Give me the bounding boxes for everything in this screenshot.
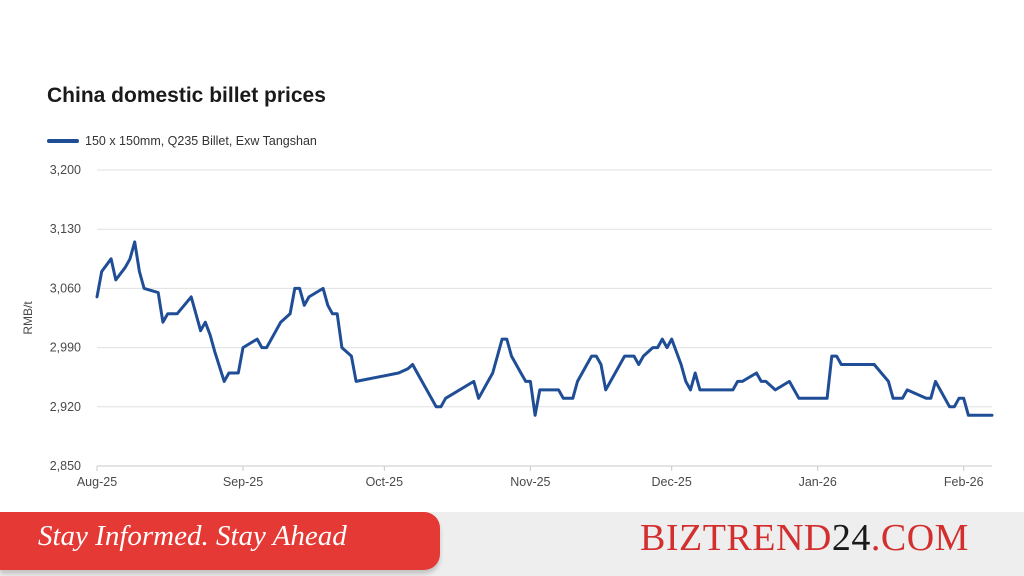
y-tick-label: 2,990	[50, 341, 81, 355]
y-tick-label: 3,060	[50, 281, 81, 295]
chart-legend: 150 x 150mm, Q235 Billet, Exw Tangshan	[47, 133, 317, 149]
series-layer	[95, 240, 994, 417]
y-tick-label: 2,850	[50, 459, 81, 473]
axes	[96, 465, 992, 471]
x-tick-label: Jan-26	[799, 475, 837, 489]
chart-title: China domestic billet prices	[47, 84, 326, 107]
x-tick-labels: Aug-25 Sep-25 Oct-25 Nov-25 Dec-25 Jan-26 Feb-…	[77, 475, 984, 489]
y-tick-label: 3,130	[50, 222, 81, 236]
tagline-text: Stay Informed. Stay Ahead	[38, 520, 347, 552]
x-tick-label: Aug-25	[77, 475, 117, 489]
x-tick-label: Oct-25	[366, 475, 404, 489]
x-tick-label: Feb-26	[944, 475, 984, 489]
y-axis-title: RMB/t	[21, 301, 35, 335]
brand-logo-part2: 24	[831, 517, 871, 559]
series-line	[95, 240, 994, 417]
brand-logo-part1: BIZTREND	[640, 517, 832, 559]
brand-logo: BIZTREND24.COM	[640, 516, 969, 560]
x-tick-label: Sep-25	[223, 475, 263, 489]
legend-label: 150 x 150mm, Q235 Billet, Exw Tangshan	[85, 134, 317, 148]
legend-swatch	[47, 139, 79, 143]
gridlines	[97, 169, 992, 408]
chart-plot: 3,200 3,130 3,060 2,990 2,920 2,850 Aug-25 Sep…	[21, 163, 994, 489]
y-tick-label: 2,920	[50, 400, 81, 414]
x-tick-label: Dec-25	[652, 475, 692, 489]
tagline-banner	[0, 512, 440, 570]
y-tick-label: 3,200	[50, 163, 81, 177]
x-tick-label: Nov-25	[510, 475, 550, 489]
brand-logo-part3: .COM	[870, 517, 969, 559]
y-tick-labels: 3,200 3,130 3,060 2,990 2,920 2,850	[50, 163, 81, 473]
